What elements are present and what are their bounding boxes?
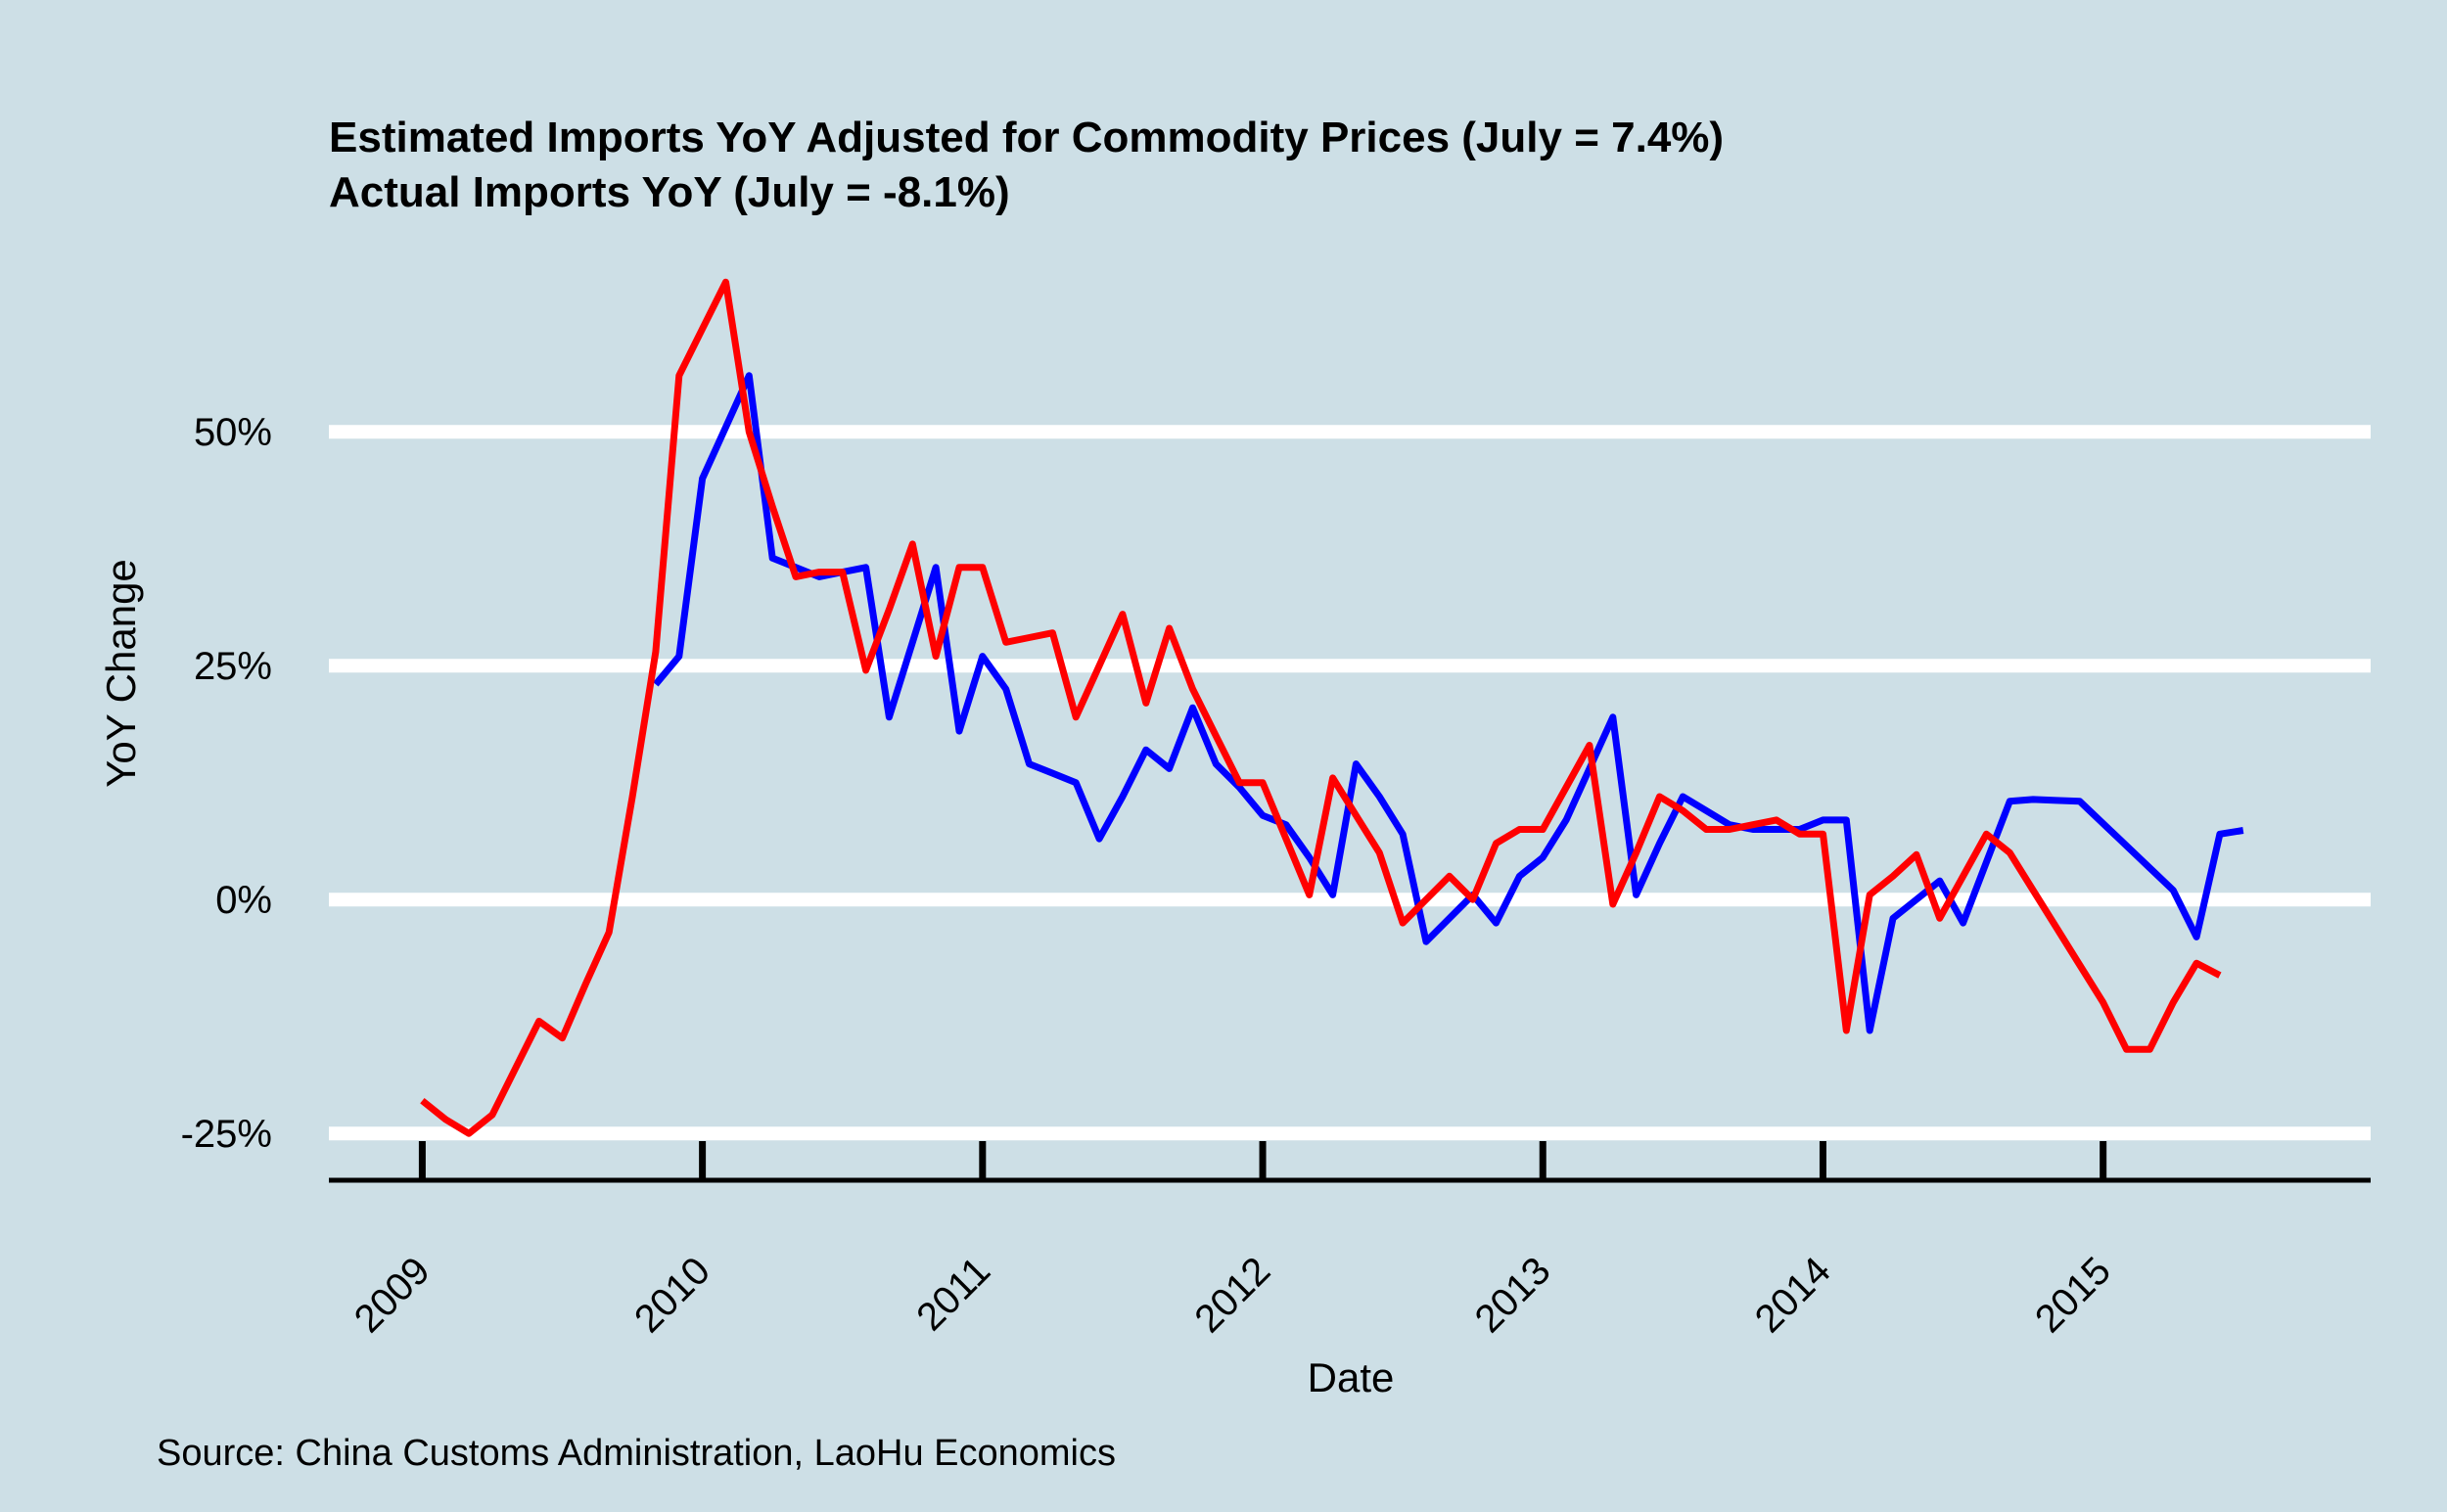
y-axis-title: YoY Change bbox=[98, 559, 144, 788]
x-tick-label: 2010 bbox=[626, 1249, 718, 1341]
y-tick-label: -25% bbox=[181, 1113, 272, 1156]
series-line-2 bbox=[420, 278, 2222, 1137]
x-tick-label: 2014 bbox=[1747, 1249, 1839, 1341]
x-tick-label: 2012 bbox=[1186, 1249, 1278, 1341]
x-tick-label: 2015 bbox=[2027, 1249, 2119, 1341]
chart-title-line-1: Estimated Imports YoY Adjusted for Commo… bbox=[329, 114, 1724, 161]
x-axis-ticks: 2009 2010 2011 2012 2013 2014 2015 bbox=[346, 1141, 2119, 1341]
x-tick-label: 2013 bbox=[1467, 1249, 1559, 1341]
y-tick-label: 0% bbox=[215, 879, 272, 922]
y-axis-ticks: -25% 0% 25% 50% bbox=[181, 411, 272, 1156]
x-axis-title: Date bbox=[1308, 1354, 1395, 1400]
x-tick-label: 2009 bbox=[346, 1249, 439, 1341]
source-note: Source: China Customs Administration, La… bbox=[157, 1433, 1116, 1474]
y-tick-label: 50% bbox=[194, 411, 272, 454]
series-line-1 bbox=[653, 372, 2244, 1034]
y-tick-label: 25% bbox=[194, 645, 272, 688]
chart-title-line-2: Actual Imports YoY (July = -8.1%) bbox=[329, 168, 1010, 216]
series-lines bbox=[420, 278, 2244, 1137]
x-tick-label: 2011 bbox=[908, 1249, 998, 1339]
